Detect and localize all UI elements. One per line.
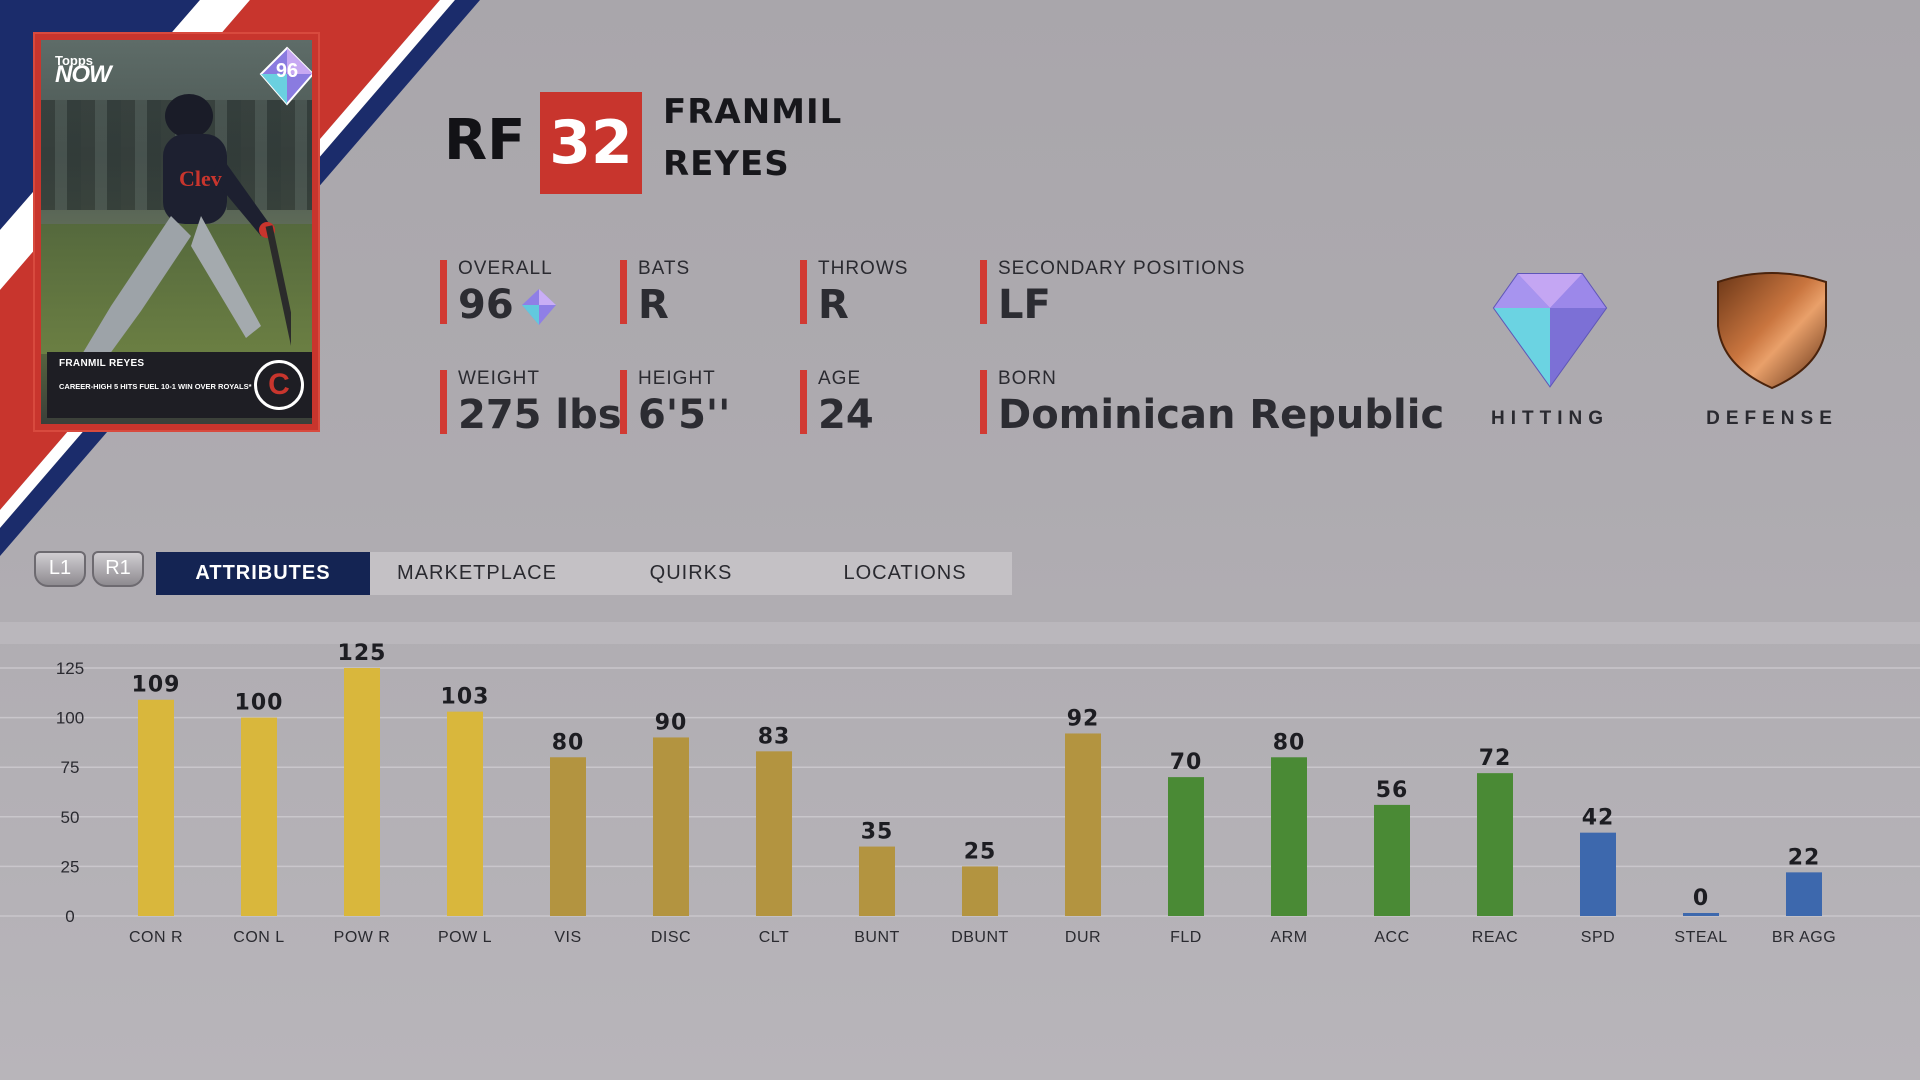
bar-arm [1271, 757, 1307, 916]
bar-value-label: 100 [235, 691, 284, 716]
svg-text:Clev: Clev [179, 166, 222, 191]
bar-value-label: 72 [1479, 746, 1512, 771]
x-category-label: CLT [759, 929, 790, 946]
stat-overall: OVERALL 96 [440, 258, 558, 328]
bar-value-label: 35 [861, 820, 894, 845]
bar-vis [550, 757, 586, 916]
x-category-label: POW L [438, 929, 492, 946]
x-category-label: DBUNT [951, 929, 1009, 946]
batter-figure: Clev [81, 94, 291, 366]
topps-now-logo: Topps NOW [55, 53, 112, 88]
overall-value: 96 [458, 282, 514, 328]
y-tick-label: 75 [61, 758, 80, 777]
bar-value-label: 109 [132, 673, 181, 698]
bar-spd [1580, 832, 1616, 916]
attributes-bar-chart: 0 25 50 75 100 125 109 CON R 100 CON L 125 POW R 103… [0, 641, 1920, 946]
x-category-label: FLD [1170, 929, 1202, 946]
stat-secondary-positions: SECONDARY POSITIONS LF [980, 258, 1245, 328]
card-diamond-gem-icon [259, 46, 312, 106]
card-player-name: FRANMIL REYES [59, 358, 145, 369]
player-position: RF [444, 108, 526, 173]
card-photo: Clev Topps NOW 96 FRANMIL REYES CAREER-H… [41, 40, 312, 424]
stat-weight: WEIGHT 275 lbs [440, 368, 622, 438]
x-category-label: SPD [1581, 929, 1615, 946]
bar-steal [1683, 913, 1719, 916]
player-last-name: REYES [663, 144, 790, 184]
y-tick-label: 125 [56, 659, 84, 678]
bar-value-label: 22 [1788, 845, 1821, 870]
tab-bar: ATTRIBUTES MARKETPLACE QUIRKS LOCATIONS [156, 552, 1012, 595]
tab-marketplace[interactable]: MARKETPLACE [397, 562, 557, 584]
bar-br-agg [1786, 872, 1822, 916]
y-tick-label: 0 [65, 907, 74, 926]
bar-pow-l [447, 711, 483, 916]
y-tick-label: 25 [61, 857, 80, 876]
bar-con-l [241, 717, 277, 916]
x-category-label: VIS [554, 929, 581, 946]
bar-value-label: 42 [1582, 806, 1615, 831]
x-category-label: DUR [1065, 929, 1101, 946]
defense-badge[interactable]: DEFENSE [1692, 268, 1852, 430]
player-number: 32 [540, 92, 642, 194]
bar-acc [1374, 804, 1410, 916]
bar-value-label: 25 [964, 839, 997, 864]
defense-label: DEFENSE [1706, 408, 1838, 429]
bar-value-label: 70 [1170, 750, 1203, 775]
bar-value-label: 83 [758, 724, 791, 749]
stat-bats: BATS R [620, 258, 690, 328]
tab-locations[interactable]: LOCATIONS [843, 562, 967, 584]
card-overall: 96 [275, 60, 299, 82]
diamond-gem-icon [1492, 273, 1608, 388]
tab-quirks[interactable]: QUIRKS [649, 562, 733, 584]
stat-age: AGE 24 [800, 368, 874, 438]
tab-attributes[interactable]: ATTRIBUTES [156, 552, 370, 595]
x-category-label: STEAL [1674, 929, 1727, 946]
x-category-label: DISC [651, 929, 691, 946]
bar-clt [756, 751, 792, 916]
x-category-label: CON L [233, 929, 284, 946]
bar-value-label: 80 [552, 730, 585, 755]
bar-bunt [859, 846, 895, 916]
x-category-label: POW R [334, 929, 391, 946]
stat-born: BORN Dominican Republic [980, 368, 1444, 438]
hitting-label: HITTING [1491, 408, 1609, 429]
y-tick-label: 50 [61, 808, 80, 827]
x-category-label: ACC [1374, 929, 1409, 946]
bar-value-label: 103 [441, 685, 490, 710]
bar-dbunt [962, 866, 998, 916]
card-caption: CAREER-HIGH 5 HITS FUEL 10-1 WIN OVER RO… [59, 382, 252, 391]
bar-fld [1168, 777, 1204, 916]
x-category-label: BUNT [854, 929, 900, 946]
player-card: Clev Topps NOW 96 FRANMIL REYES CAREER-H… [33, 32, 320, 432]
bar-value-label: 90 [655, 710, 688, 735]
stat-throws: THROWS R [800, 258, 908, 328]
bar-con-r [138, 699, 174, 916]
x-category-label: CON R [129, 929, 183, 946]
bar-pow-r [344, 668, 380, 916]
bar-value-label: 92 [1067, 706, 1100, 731]
bar-value-label: 0 [1693, 886, 1709, 911]
overall-diamond-icon [521, 289, 556, 325]
bar-value-label: 80 [1273, 730, 1306, 755]
x-category-label: ARM [1270, 929, 1307, 946]
r1-bumper-button[interactable]: R1 [92, 551, 144, 587]
hitting-badge[interactable]: HITTING [1470, 268, 1630, 430]
bar-dur [1065, 733, 1101, 916]
l1-bumper-button[interactable]: L1 [34, 551, 86, 587]
bar-value-label: 56 [1376, 778, 1409, 803]
bar-disc [653, 737, 689, 916]
bar-reac [1477, 773, 1513, 916]
bar-value-label: 125 [338, 641, 387, 666]
player-first-name: FRANMIL [663, 92, 843, 132]
team-logo-icon: C [254, 360, 304, 410]
stat-height: HEIGHT 6'5'' [620, 368, 730, 438]
bronze-shield-icon [1717, 272, 1827, 390]
x-category-label: BR AGG [1772, 929, 1836, 946]
x-category-label: REAC [1472, 929, 1518, 946]
y-tick-label: 100 [56, 709, 84, 728]
section-divider [0, 622, 1920, 644]
